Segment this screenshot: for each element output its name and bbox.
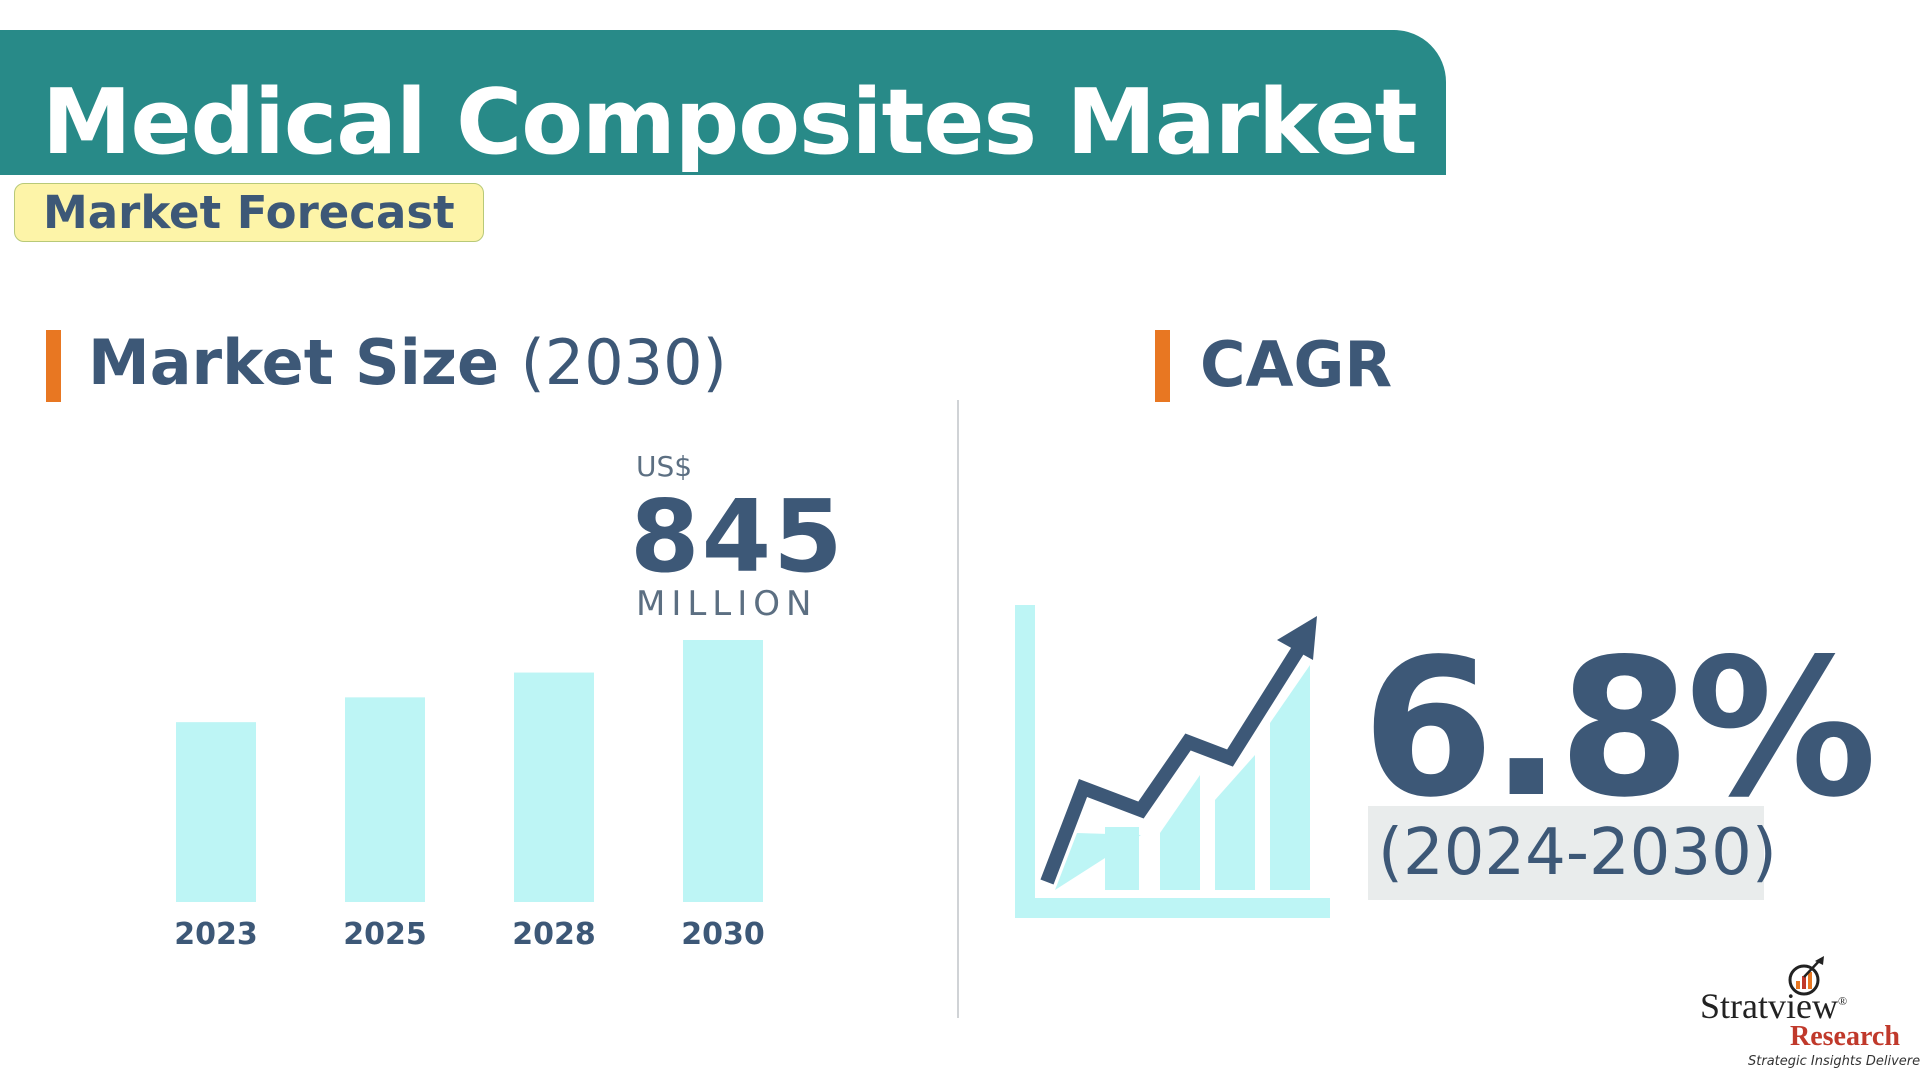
growth-chart-bar-2 <box>1160 775 1200 890</box>
cagr-period: (2024-2030) <box>1378 816 1777 890</box>
market-size-accent-bar <box>46 330 61 402</box>
logo-target-icon <box>1788 956 1824 996</box>
bar-2025 <box>345 697 425 902</box>
logo-registered-mark: ® <box>1837 994 1848 1008</box>
cagr-accent-bar <box>1155 330 1170 402</box>
growth-chart-bar-4 <box>1270 665 1310 890</box>
logo-name-text: Stratview <box>1700 986 1838 1026</box>
page-title: Medical Composites Market <box>42 70 1418 175</box>
bar-labels-group: 2023 2025 2028 2030 <box>174 917 765 950</box>
growth-trend-line <box>1040 646 1304 885</box>
cagr-value: 6.8% <box>1362 618 1877 839</box>
growth-chart-bar-3 <box>1215 755 1255 890</box>
growth-chart-bar-1 <box>1105 827 1139 890</box>
bar-label-2030: 2030 <box>681 917 765 950</box>
growth-chart-icon <box>1015 605 1330 918</box>
logo-research: Research <box>1790 1021 1900 1052</box>
subtitle-badge: Market Forecast <box>14 183 484 242</box>
market-size-value: 845 <box>630 478 845 595</box>
section-divider <box>957 400 959 1018</box>
market-size-unit-suffix: MILLION <box>636 584 818 624</box>
market-size-heading-year: (2030) <box>520 326 727 399</box>
bar-label-2025: 2025 <box>343 917 427 950</box>
bar-2030 <box>683 640 763 902</box>
cagr-heading: CAGR <box>1200 328 1393 401</box>
market-size-heading: Market Size (2030) <box>88 326 727 399</box>
bar-label-2023: 2023 <box>174 917 258 950</box>
subtitle: Market Forecast <box>43 186 455 239</box>
market-size-unit-prefix: US$ <box>636 450 693 483</box>
bar-label-2028: 2028 <box>512 917 596 950</box>
market-size-bar-chart: 2023 2025 2028 2030 <box>174 640 765 950</box>
cagr-period-box <box>1368 806 1764 900</box>
market-size-heading-text: Market Size <box>88 326 499 399</box>
stratview-logo: Stratview® Research Strategic Insights D… <box>1700 955 1920 1070</box>
title-band: Medical Composites Market <box>0 30 1446 175</box>
logo-tagline: Strategic Insights Delivered <box>1748 1054 1920 1069</box>
logo-name: Stratview® <box>1700 985 1847 1027</box>
bar-2023 <box>176 722 256 902</box>
growth-arrow-head <box>1277 616 1317 660</box>
bars-group <box>176 640 763 902</box>
bar-2028 <box>514 672 594 902</box>
